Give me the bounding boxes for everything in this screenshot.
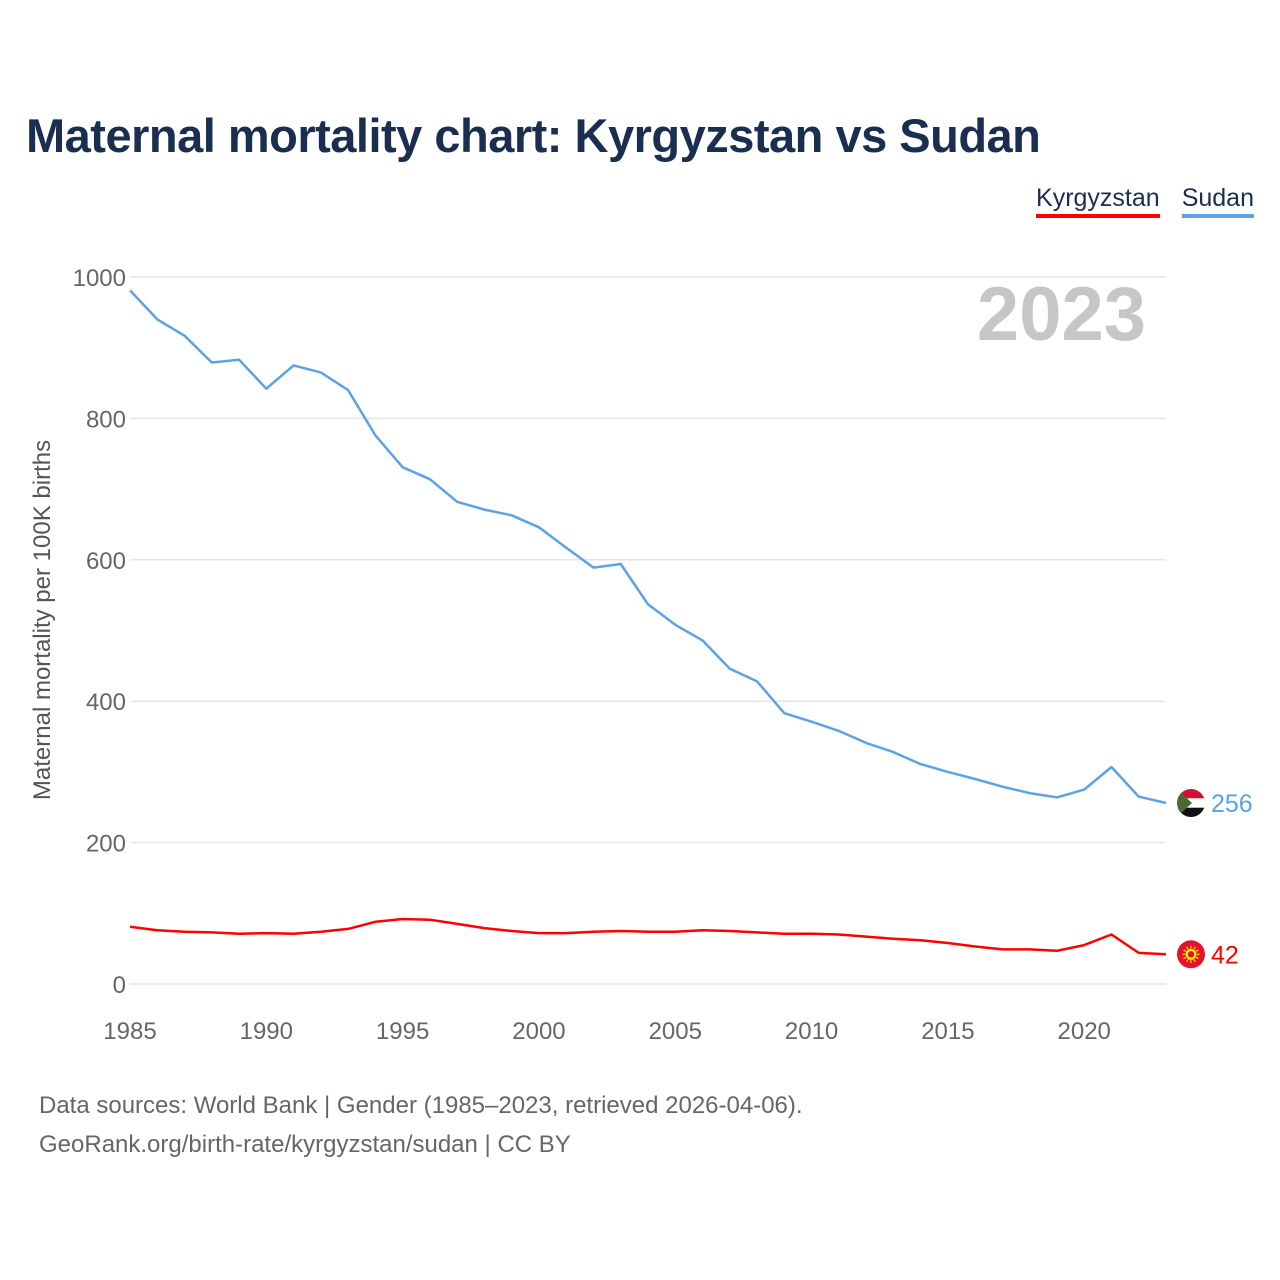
legend-item-kyrgyzstan[interactable]: Kyrgyzstan (1036, 184, 1160, 218)
series-line-kyrgyzstan (129, 917, 1167, 956)
x-tick-1985: 1985 (103, 1018, 156, 1045)
sources-line-1: Data sources: World Bank | Gender (1985–… (39, 1092, 803, 1119)
grid-lines (130, 276, 1166, 985)
series-line-sudan (129, 289, 1167, 805)
y-axis-label: Maternal mortality per 100K births (29, 440, 56, 800)
chart-title: Maternal mortality chart: Kyrgyzstan vs … (26, 109, 1041, 162)
y-tick-1000: 1000 (73, 265, 126, 292)
y-tick-600: 600 (86, 548, 126, 575)
legend: Kyrgyzstan Sudan (1036, 184, 1254, 218)
end-label-sudan: 256 (1211, 790, 1253, 818)
x-tick-2015: 2015 (921, 1018, 974, 1045)
year-label: 2023 (977, 272, 1146, 357)
x-tick-1995: 1995 (376, 1018, 429, 1045)
sources-line-2: GeoRank.org/birth-rate/kyrgyzstan/sudan … (39, 1131, 571, 1158)
y-tick-400: 400 (86, 689, 126, 716)
y-tick-0: 0 (113, 972, 126, 999)
x-axis-ticks: 1985 1990 1995 2000 2005 2010 2015 2020 (103, 1018, 1111, 1045)
y-axis-ticks: 0 200 400 600 800 1000 (73, 265, 126, 999)
sudan-flag-icon (1177, 789, 1205, 818)
series-end-markers: 256 42 (1177, 789, 1253, 969)
y-tick-800: 800 (86, 406, 126, 433)
x-tick-1990: 1990 (240, 1018, 293, 1045)
legend-item-sudan[interactable]: Sudan (1181, 184, 1254, 218)
x-tick-2020: 2020 (1058, 1018, 1111, 1045)
series-lines (129, 289, 1167, 956)
x-tick-2000: 2000 (512, 1018, 565, 1045)
x-tick-2010: 2010 (785, 1018, 838, 1045)
kyrgyzstan-flag-icon (1177, 940, 1205, 969)
end-label-kyrgyzstan: 42 (1211, 941, 1239, 969)
data-sources: Data sources: World Bank | Gender (1985–… (39, 1086, 803, 1164)
x-tick-2005: 2005 (649, 1018, 702, 1045)
y-tick-200: 200 (86, 831, 126, 858)
